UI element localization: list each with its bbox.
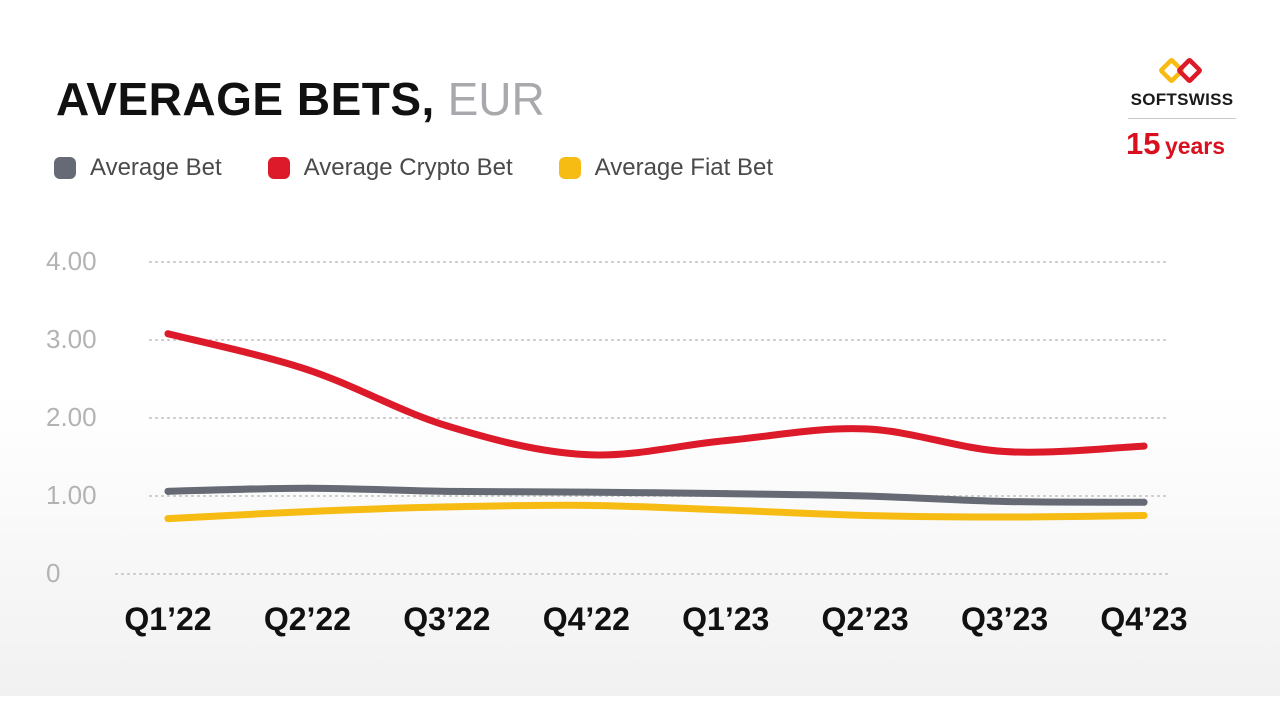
- y-tick-label: 4.00: [46, 246, 97, 276]
- data-point-average-fiat-bet: [443, 503, 451, 511]
- data-point-average-crypto-bet: [164, 330, 172, 338]
- data-point-average-bet: [1140, 498, 1148, 506]
- data-point-average-bet: [303, 484, 311, 492]
- softswiss-logo-icon: [1159, 58, 1202, 83]
- y-tick-label: 2.00: [46, 402, 97, 432]
- legend-item-average-crypto-bet: Average Crypto Bet: [267, 154, 513, 182]
- x-tick-label: Q2’22: [264, 601, 351, 637]
- x-tick-label: Q3’22: [403, 601, 490, 637]
- data-point-average-bet: [722, 490, 730, 498]
- y-tick-label: 1.00: [46, 480, 97, 510]
- logo-divider: [1128, 118, 1236, 119]
- brand-name: SOFTSWISS: [1130, 90, 1234, 109]
- x-tick-label: Q1’23: [682, 601, 769, 637]
- legend-swatch: [267, 157, 290, 179]
- legend-item-average-bet: Average Bet: [54, 154, 222, 182]
- data-point-average-crypto-bet: [1140, 442, 1148, 450]
- title-main: AVERAGE BETS,: [56, 73, 435, 125]
- data-point-average-fiat-bet: [861, 512, 869, 519]
- chart-grid: [115, 261, 1171, 575]
- data-point-average-fiat-bet: [303, 508, 311, 516]
- data-point-average-crypto-bet: [722, 437, 730, 445]
- data-point-average-bet: [582, 488, 590, 496]
- data-point-average-crypto-bet: [443, 422, 451, 430]
- softswiss-logo: SOFTSWISS 15 years: [1124, 54, 1240, 164]
- chart-lines: [164, 330, 1148, 523]
- years-word: years: [1164, 133, 1226, 159]
- y-tick-label: 0: [46, 558, 60, 588]
- x-tick-label: Q2’23: [822, 601, 909, 637]
- title-unit: EUR: [447, 73, 545, 125]
- legend-item-average-fiat-bet: Average Fiat Bet: [558, 154, 773, 182]
- data-point-average-bet: [861, 492, 869, 500]
- data-point-average-crypto-bet: [1001, 448, 1009, 456]
- data-point-average-crypto-bet: [303, 366, 311, 374]
- data-point-average-crypto-bet: [861, 425, 869, 433]
- data-point-average-bet: [443, 487, 451, 495]
- legend-label: Average Bet: [90, 154, 222, 181]
- x-tick-label: Q3’23: [961, 601, 1048, 637]
- legend-label: Average Fiat Bet: [594, 154, 773, 181]
- data-point-average-bet: [164, 487, 172, 495]
- y-axis: 4.00 3.00 2.00 1.00 0: [46, 246, 97, 588]
- series-line-average-fiat-bet: [164, 501, 1148, 523]
- x-tick-label: Q4’22: [543, 601, 630, 637]
- years-number: 15: [1126, 126, 1161, 161]
- legend-label: Average Crypto Bet: [303, 154, 513, 181]
- data-point-average-fiat-bet: [582, 501, 590, 509]
- data-point-average-bet: [1001, 497, 1009, 505]
- data-point-average-crypto-bet: [582, 451, 590, 459]
- legend-swatch: [54, 157, 76, 179]
- anniversary-badge: 15 years: [1126, 126, 1242, 162]
- chart-title: AVERAGE BETS, EUR: [56, 72, 545, 126]
- data-point-average-fiat-bet: [164, 515, 172, 523]
- legend-swatch: [558, 157, 581, 179]
- data-point-average-fiat-bet: [1001, 513, 1009, 521]
- x-axis: Q1’22 Q2’22 Q3’22 Q4’22 Q1’23 Q2’23 Q3’23 Q4’23: [124, 601, 1187, 637]
- series-line-average-crypto-bet: [164, 330, 1148, 459]
- data-point-average-fiat-bet: [722, 506, 730, 514]
- series-line-average-bet: [164, 484, 1148, 506]
- x-tick-label: Q4’23: [1100, 601, 1187, 637]
- chart-card: [0, 26, 1280, 696]
- x-tick-label: Q1’22: [124, 601, 211, 637]
- chart-legend: Average Bet Average Crypto Bet Average F…: [54, 152, 773, 184]
- data-point-average-fiat-bet: [1140, 512, 1148, 519]
- y-tick-label: 3.00: [46, 324, 97, 354]
